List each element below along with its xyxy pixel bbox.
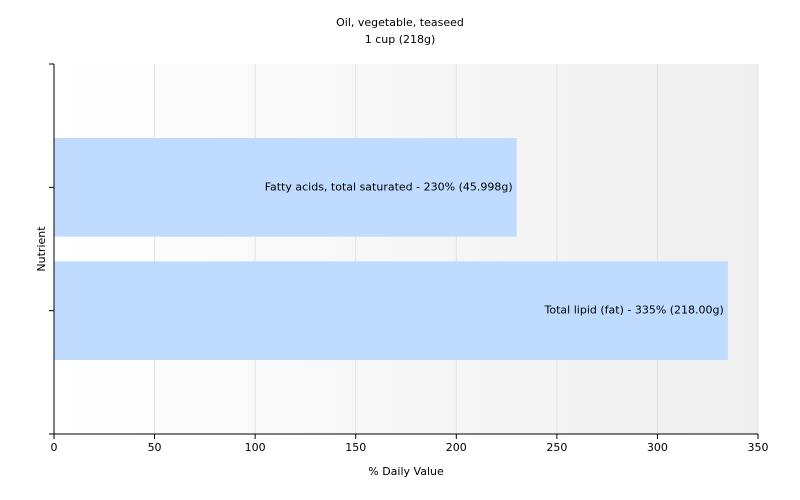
x-tick-label: 100 xyxy=(245,441,266,454)
x-tick-label: 250 xyxy=(546,441,567,454)
bar xyxy=(54,138,517,237)
x-tick-label: 50 xyxy=(148,441,162,454)
x-tick-label: 200 xyxy=(446,441,467,454)
bar xyxy=(54,261,728,360)
x-tick-label: 150 xyxy=(345,441,366,454)
x-tick-label: 300 xyxy=(647,441,668,454)
data-label: Fatty acids, total saturated - 230% (45.… xyxy=(265,180,513,193)
data-label: Total lipid (fat) - 335% (218.00g) xyxy=(544,304,724,317)
chart-title: Oil, vegetable, teaseed xyxy=(336,16,464,29)
x-axis-label: % Daily Value xyxy=(368,465,444,478)
plot: 0 50 100 150 200 250 300 350 Fatty acids, total … xyxy=(49,63,769,454)
chart-subtitle: 1 cup (218g) xyxy=(365,33,436,46)
plot-background xyxy=(54,64,758,434)
x-tick-label: 350 xyxy=(748,441,769,454)
y-axis-label: Nutrient xyxy=(35,226,48,272)
x-tick-label: 0 xyxy=(51,441,58,454)
